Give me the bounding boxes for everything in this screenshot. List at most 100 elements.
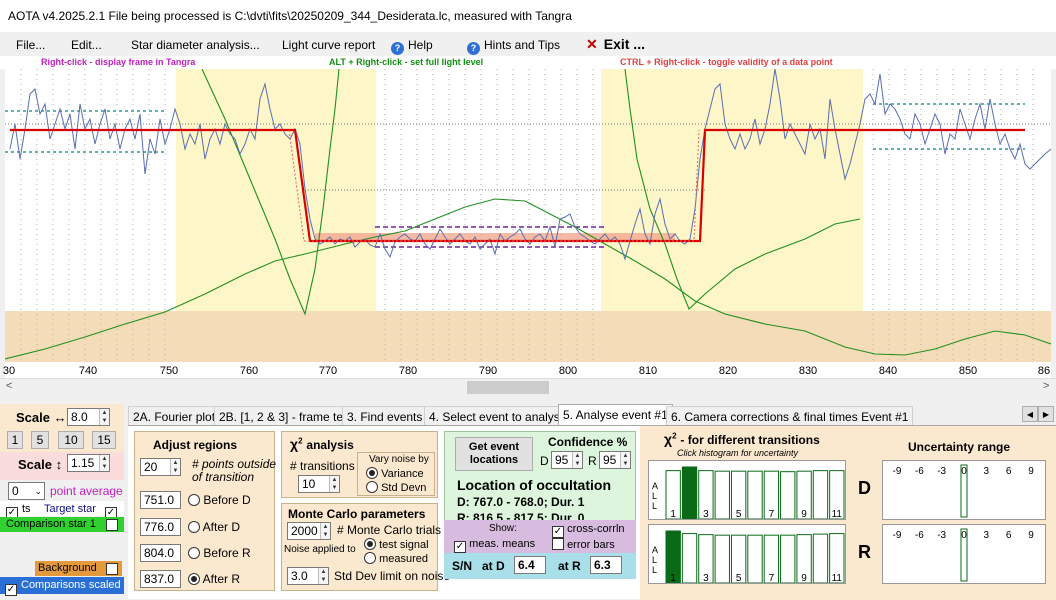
x-tick: 840: [878, 365, 898, 377]
after-r-input[interactable]: 837.0: [140, 570, 181, 588]
confidence-r-value: 95: [603, 453, 617, 467]
points-outside-value: 20: [144, 460, 158, 474]
scale-15-button[interactable]: 15: [92, 431, 116, 449]
r-histogram-bar[interactable]: [763, 534, 780, 583]
std-dev-limit-input[interactable]: 3.0 ▲ ▼: [287, 567, 329, 585]
tab-scroll-left-icon[interactable]: ◀: [1022, 406, 1038, 422]
d-histogram-bar[interactable]: [714, 470, 730, 519]
chi2-r-histogram[interactable]: A L L 1 3 5 7 9 11: [648, 524, 846, 584]
r-histogram-bar[interactable]: [829, 533, 845, 583]
scroll-thumb[interactable]: [467, 381, 549, 394]
spinner-icon[interactable]: ▲ ▼: [318, 568, 328, 584]
d-histogram-bar[interactable]: [780, 471, 796, 519]
d-histogram-bar[interactable]: [763, 470, 780, 519]
r-histogram-bar[interactable]: [665, 530, 681, 583]
menu-exit[interactable]: ✕ Exit ...: [586, 36, 645, 53]
test-signal-radio[interactable]: test signal: [364, 538, 429, 551]
monte-carlo-trials-input[interactable]: 2000 ▲ ▼: [287, 522, 331, 540]
error-bars-checkbox[interactable]: error bars: [552, 538, 615, 551]
spinner-icon[interactable]: ▲ ▼: [99, 455, 109, 471]
point-average-select[interactable]: 0 ⌄: [8, 482, 45, 500]
light-curve-plot[interactable]: [4, 68, 1052, 378]
menu-light-curve-report[interactable]: Light curve report: [282, 38, 376, 52]
variance-radio[interactable]: Variance: [366, 467, 424, 480]
d-histogram-bar[interactable]: [681, 466, 698, 519]
std-devn-radio[interactable]: Std Devn: [366, 481, 426, 494]
scale-10-button[interactable]: 10: [58, 431, 84, 449]
light-curve-svg[interactable]: [4, 68, 1052, 378]
menu-file[interactable]: File...: [16, 38, 46, 52]
point-average-label: point average: [50, 484, 123, 498]
d-histogram-bar[interactable]: [665, 470, 681, 519]
spinner-icon[interactable]: ▲ ▼: [99, 409, 109, 425]
d-histogram-bar[interactable]: [796, 470, 812, 519]
r-histogram-svg[interactable]: 1 3 5 7 9 11: [665, 525, 845, 583]
variance-label: Variance: [381, 468, 424, 480]
before-r-radio[interactable]: Before R: [188, 546, 251, 560]
tab-frame-test[interactable]: 2B. [1, 2 & 3] - frame test: [214, 406, 358, 426]
after-d-input[interactable]: 776.0: [140, 518, 181, 536]
confidence-r-input[interactable]: 95 ▲ ▼: [599, 451, 631, 469]
r-histogram-bar[interactable]: [714, 534, 730, 583]
scroll-right-icon[interactable]: >: [1043, 380, 1050, 392]
menu-hints[interactable]: ? Hints and Tips: [467, 38, 560, 55]
d-histogram-bar[interactable]: [747, 470, 763, 519]
tab-scroll-right-icon[interactable]: ▶: [1038, 406, 1054, 422]
horizontal-scrollbar[interactable]: < >: [0, 378, 1056, 395]
points-outside-input[interactable]: 20 ▲ ▼: [140, 458, 181, 476]
spinner-icon[interactable]: ▲ ▼: [620, 452, 630, 468]
menu-star-diameter[interactable]: Star diameter analysis...: [131, 38, 260, 52]
tab-analyse-event[interactable]: 5. Analyse event #1: [558, 404, 673, 426]
d-histogram-bar[interactable]: [812, 470, 829, 519]
r-histogram-bar[interactable]: [698, 534, 714, 583]
r-all-label: A L L: [652, 545, 658, 575]
r-histogram-bar[interactable]: [780, 534, 796, 583]
scale-1-button[interactable]: 1: [7, 431, 23, 449]
tab-select-event[interactable]: 4. Select event to analyse: [424, 406, 572, 426]
transitions-input[interactable]: 10 ▲ ▼: [298, 475, 340, 493]
r-histogram-bar[interactable]: [730, 534, 747, 583]
show-options-box: Show: ✓ cross-corrln ✓ meas. means error…: [444, 520, 636, 553]
before-d-radio[interactable]: Before D: [188, 493, 251, 507]
comparisons-scaled-checkbox[interactable]: ✓: [5, 579, 17, 596]
scale-5-button[interactable]: 5: [31, 431, 49, 449]
r-histogram-bar[interactable]: [681, 533, 698, 583]
menu-help[interactable]: ? Help: [391, 38, 433, 55]
meas-means-checkbox[interactable]: ✓ meas. means: [454, 538, 535, 553]
r-histogram-bar[interactable]: [747, 534, 763, 583]
after-r-radio[interactable]: After R: [188, 572, 240, 586]
menu-edit[interactable]: Edit...: [71, 38, 102, 52]
check-icon: ✓: [552, 526, 564, 538]
spinner-icon[interactable]: ▲ ▼: [320, 523, 330, 539]
tab-fourier-plot[interactable]: 2A. Fourier plot: [128, 406, 221, 426]
get-event-locations-button[interactable]: Get event locations: [455, 437, 533, 471]
scroll-left-icon[interactable]: <: [6, 380, 13, 392]
spinner-icon[interactable]: ▲ ▼: [170, 459, 180, 475]
std-devn-label: Std Devn: [381, 482, 427, 494]
before-d-input[interactable]: 751.0: [140, 491, 181, 509]
spinner-icon[interactable]: ▲ ▼: [329, 476, 339, 492]
measured-radio[interactable]: measured: [364, 552, 428, 565]
r-histogram-label: R: [858, 542, 871, 562]
tab-find-events[interactable]: 3. Find events: [342, 406, 428, 426]
chi2-d-histogram[interactable]: A L L 1 3 5 7 9 11: [648, 460, 846, 520]
confidence-d-input[interactable]: 95 ▲ ▼: [551, 451, 583, 469]
uncertainty-r-tick-label: -3: [937, 530, 946, 541]
r-histogram-bar[interactable]: [796, 534, 812, 583]
chi2-transitions-title-text: - for different transitions: [680, 433, 820, 447]
cross-corr-checkbox[interactable]: ✓ cross-corrln: [552, 523, 625, 538]
d-histogram-bar[interactable]: [698, 470, 714, 519]
background-checkbox[interactable]: [106, 562, 118, 576]
scale-v-input[interactable]: 1.15 ▲ ▼: [67, 454, 110, 472]
d-histogram-bar[interactable]: [829, 470, 845, 519]
after-d-radio[interactable]: After D: [188, 520, 240, 534]
scale-h-input[interactable]: 8.0 ▲ ▼: [67, 408, 110, 426]
d-histogram-bar[interactable]: [730, 470, 747, 519]
d-histogram-svg[interactable]: 1 3 5 7 9 11: [665, 461, 845, 519]
before-r-input[interactable]: 804.0: [140, 544, 181, 562]
r-histogram-bar[interactable]: [812, 533, 829, 583]
tab-camera-corrections[interactable]: 6. Camera corrections & final times Even…: [666, 406, 914, 426]
spinner-icon[interactable]: ▲ ▼: [572, 452, 582, 468]
chi2-analysis-group: χ2 analysis # transitions 10 ▲ ▼ Vary nois…: [281, 431, 438, 498]
comparison-star-checkbox[interactable]: [106, 518, 118, 532]
